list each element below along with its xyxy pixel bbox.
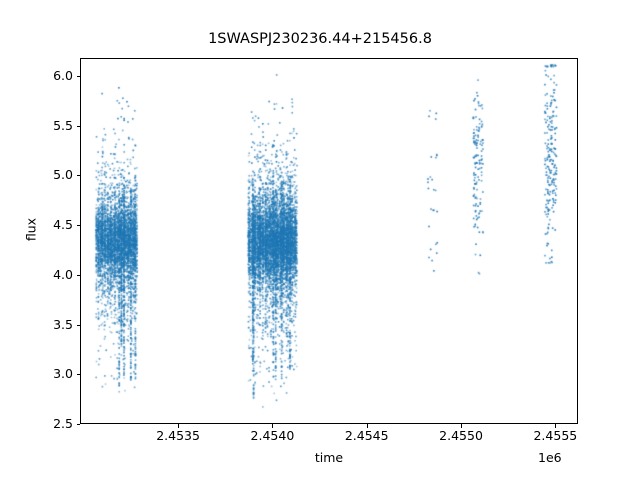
plot-axes-area xyxy=(80,58,578,424)
y-tick-mark xyxy=(76,75,80,77)
y-axis-label: flux xyxy=(23,217,39,242)
x-axis-offset-label: 1e6 xyxy=(538,450,562,465)
x-tick-label: 2.4550 xyxy=(439,428,483,443)
x-tick-mark xyxy=(461,424,463,428)
x-tick-label: 2.4535 xyxy=(156,428,200,443)
y-tick-mark xyxy=(76,225,80,227)
y-tick-label: 3.5 xyxy=(53,316,73,332)
y-tick-label: 5.0 xyxy=(53,167,73,183)
y-tick-mark xyxy=(76,324,80,326)
y-tick-label: 4.0 xyxy=(53,266,73,282)
x-tick-mark xyxy=(555,424,557,428)
x-tick-label: 2.4555 xyxy=(533,428,578,443)
x-tick-mark xyxy=(366,424,368,428)
y-tick-label: 4.5 xyxy=(53,217,73,233)
y-tick-mark xyxy=(76,125,80,127)
x-tick-label: 2.4545 xyxy=(344,428,389,443)
chart-title: 1SWASPJ230236.44+215456.8 xyxy=(208,31,432,47)
y-tick-label: 5.5 xyxy=(53,117,73,133)
y-tick-label: 2.5 xyxy=(53,416,73,431)
y-tick-label: 3.0 xyxy=(53,366,73,382)
y-tick-label: 6.0 xyxy=(53,67,73,83)
x-tick-mark xyxy=(178,424,180,428)
y-tick-mark xyxy=(76,175,80,177)
y-tick-mark xyxy=(76,274,80,276)
scatter-plot-canvas xyxy=(81,59,577,423)
x-tick-label: 2.4540 xyxy=(250,428,295,443)
x-tick-mark xyxy=(272,424,274,428)
y-tick-mark xyxy=(76,424,80,425)
x-axis-label: time xyxy=(314,450,344,465)
y-tick-mark xyxy=(76,374,80,376)
